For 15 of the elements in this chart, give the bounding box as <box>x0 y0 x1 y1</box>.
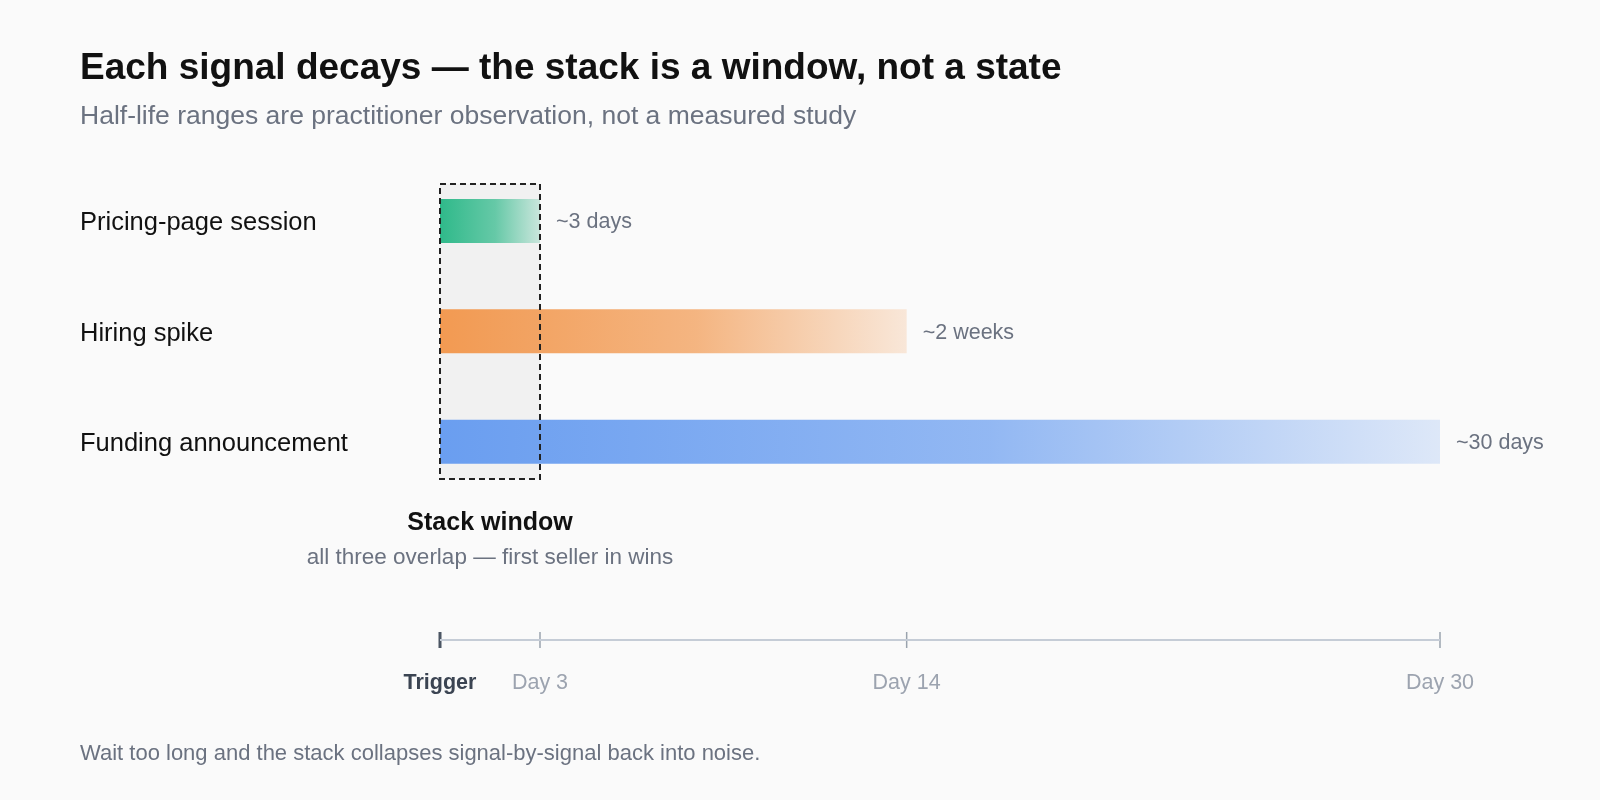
ref-line-label: Trigger <box>403 670 478 694</box>
annotation: ~30 days <box>1456 428 1544 456</box>
text: Wait too long and the stack collapses signal-by-signal back into noise. <box>80 739 761 767</box>
ref-line-label: Day 30 <box>1405 670 1475 694</box>
y-tick-label: Pricing-page session <box>80 207 317 236</box>
annotation: ~3 days <box>556 208 632 236</box>
y-tick-label: Funding announcement <box>80 427 348 456</box>
ref-line-label: Day 3 <box>511 670 569 694</box>
band-label: Stack window <box>407 507 574 535</box>
ref-line-label: Day 14 <box>872 670 941 694</box>
chart-subtitle: Half-life ranges are practitioner observation, not a measured study <box>80 99 857 131</box>
y-tick-label: Hiring spike <box>80 317 214 346</box>
annotation: ~2 weeks <box>922 318 1015 346</box>
chart-title: Each signal decays — the stack is a window, not a state <box>80 45 1062 89</box>
text: all three overlap — first seller in wins <box>306 543 674 571</box>
